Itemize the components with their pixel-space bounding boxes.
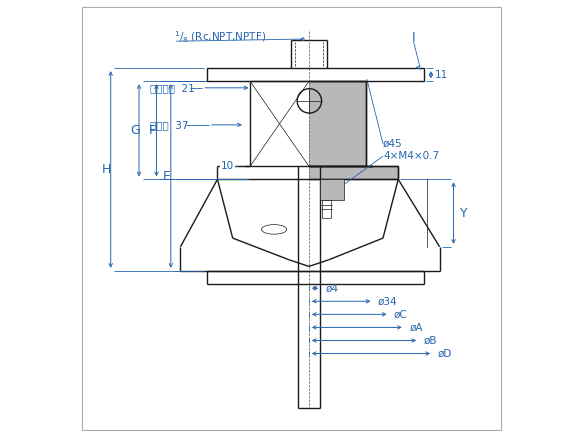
Text: H: H — [101, 163, 111, 176]
Text: Y: Y — [460, 207, 468, 219]
Text: I: I — [412, 31, 415, 44]
Text: øB: øB — [423, 336, 437, 346]
Text: 11: 11 — [434, 70, 448, 80]
Text: ø45: ø45 — [383, 139, 403, 149]
Text: 二面幅  37: 二面幅 37 — [150, 120, 188, 130]
Text: G: G — [130, 124, 139, 137]
Text: øC: øC — [394, 309, 408, 319]
Polygon shape — [309, 166, 398, 179]
Text: F: F — [149, 124, 156, 137]
Text: $\mathregular{^1/_8}$ (Rc,NPT,NPTF): $\mathregular{^1/_8}$ (Rc,NPT,NPTF) — [174, 30, 266, 45]
Polygon shape — [309, 81, 366, 166]
Text: E: E — [163, 170, 170, 183]
Text: 六角対辺  21: 六角対辺 21 — [150, 83, 195, 93]
Text: ø4: ø4 — [325, 283, 339, 293]
Text: 10: 10 — [221, 161, 234, 171]
Text: øD: øD — [437, 349, 452, 358]
Text: øA: øA — [409, 323, 423, 333]
Text: ø34: ø34 — [378, 296, 398, 306]
Polygon shape — [320, 179, 344, 200]
Text: 4×M4×0.7: 4×M4×0.7 — [383, 151, 439, 161]
